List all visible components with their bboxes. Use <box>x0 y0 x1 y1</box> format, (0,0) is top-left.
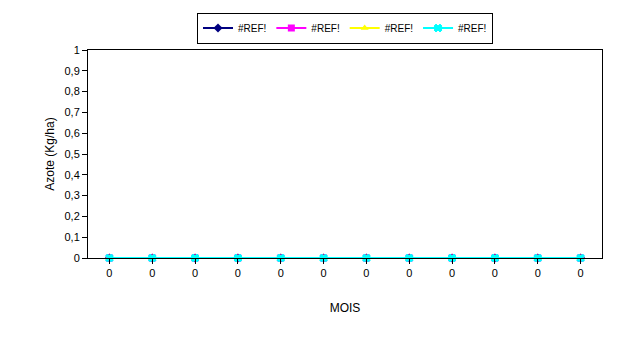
svg-text:0: 0 <box>74 252 80 264</box>
svg-text:#REF!: #REF! <box>311 23 339 34</box>
svg-text:MOIS: MOIS <box>330 301 361 315</box>
svg-text:0: 0 <box>535 267 541 279</box>
svg-text:0,4: 0,4 <box>65 169 80 181</box>
svg-text:0,9: 0,9 <box>65 65 80 77</box>
svg-text:0: 0 <box>106 267 112 279</box>
svg-text:Azote (Kg/ha): Azote (Kg/ha) <box>43 117 57 190</box>
svg-text:0: 0 <box>149 267 155 279</box>
svg-text:0,8: 0,8 <box>65 85 80 97</box>
svg-text:0,2: 0,2 <box>65 210 80 222</box>
svg-text:0,3: 0,3 <box>65 189 80 201</box>
svg-text:0,6: 0,6 <box>65 127 80 139</box>
svg-text:0: 0 <box>278 267 284 279</box>
svg-text:0: 0 <box>449 267 455 279</box>
svg-text:0: 0 <box>406 267 412 279</box>
svg-text:0: 0 <box>321 267 327 279</box>
svg-text:0: 0 <box>578 267 584 279</box>
svg-text:0,5: 0,5 <box>65 148 80 160</box>
svg-text:0: 0 <box>192 267 198 279</box>
svg-text:0: 0 <box>235 267 241 279</box>
svg-text:1: 1 <box>74 44 80 56</box>
svg-text:0: 0 <box>363 267 369 279</box>
svg-text:#REF!: #REF! <box>238 23 266 34</box>
svg-text:0,7: 0,7 <box>65 106 80 118</box>
svg-text:0: 0 <box>492 267 498 279</box>
svg-text:0,1: 0,1 <box>65 231 80 243</box>
svg-text:#REF!: #REF! <box>458 23 486 34</box>
svg-text:#REF!: #REF! <box>385 23 413 34</box>
